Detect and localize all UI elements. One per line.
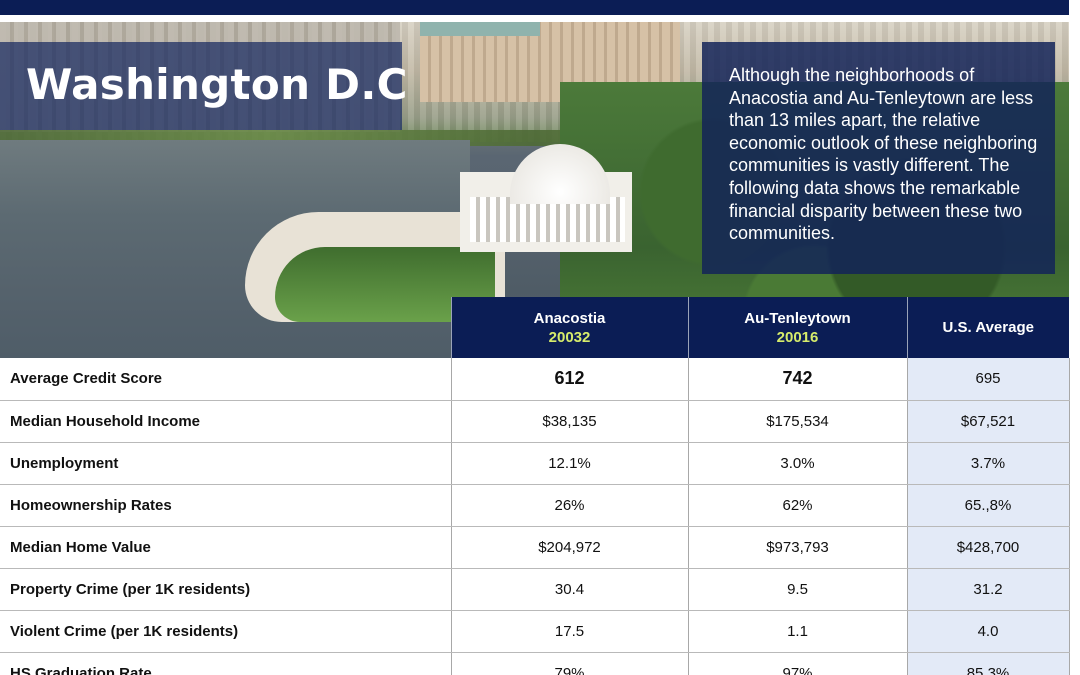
column-header-anacostia: Anacostia 20032 xyxy=(450,297,688,358)
table-header-row: Anacostia 20032 Au-Tenleytown 20016 U.S.… xyxy=(0,297,1069,358)
cell-us-average: 3.7% xyxy=(906,441,1070,485)
cell-us-average: $67,521 xyxy=(906,399,1070,443)
cell-anacostia: 12.1% xyxy=(450,441,688,485)
cell-anacostia: 612 xyxy=(450,358,688,401)
cell-anacostia: $204,972 xyxy=(450,525,688,569)
table-row: Property Crime (per 1K residents) 30.4 9… xyxy=(0,567,1070,611)
page-title: Washington D.C xyxy=(26,60,408,109)
cell-au-tenleytown: 62% xyxy=(687,483,907,527)
zip-code: 20016 xyxy=(776,328,819,346)
intro-overlay xyxy=(702,42,1055,274)
row-label: Median Household Income xyxy=(0,399,451,443)
table-row: Median Household Income $38,135 $175,534… xyxy=(0,399,1070,443)
row-label: Homeownership Rates xyxy=(0,483,451,527)
cell-us-average: 65.,8% xyxy=(906,483,1070,527)
row-label: Median Home Value xyxy=(0,525,451,569)
cell-us-average: 695 xyxy=(906,358,1070,401)
cell-au-tenleytown: 742 xyxy=(687,358,907,401)
cell-us-average: $428,700 xyxy=(906,525,1070,569)
cell-au-tenleytown: 1.1 xyxy=(687,609,907,653)
zip-code: 20032 xyxy=(548,328,591,346)
comparison-table: Anacostia 20032 Au-Tenleytown 20016 U.S.… xyxy=(0,297,1070,675)
cell-anacostia: 30.4 xyxy=(450,567,688,611)
table-row: Median Home Value $204,972 $973,793 $428… xyxy=(0,525,1070,569)
cell-au-tenleytown: 3.0% xyxy=(687,441,907,485)
row-label: Unemployment xyxy=(0,441,451,485)
cell-us-average: 31.2 xyxy=(906,567,1070,611)
cell-au-tenleytown: $973,793 xyxy=(687,525,907,569)
intro-paragraph: Although the neighborhoods of Anacostia … xyxy=(729,65,1038,244)
row-label: Violent Crime (per 1K residents) xyxy=(0,609,451,653)
column-name: Anacostia xyxy=(533,309,606,327)
column-header-au-tenleytown: Au-Tenleytown 20016 xyxy=(687,297,907,358)
cell-us-average: 85.3% xyxy=(906,651,1070,675)
cell-us-average: 4.0 xyxy=(906,609,1070,653)
photo-hotel-roof xyxy=(420,22,540,36)
table-row: HS Graduation Rate 79% 97% 85.3% xyxy=(0,651,1070,675)
table-row: Violent Crime (per 1K residents) 17.5 1.… xyxy=(0,609,1070,653)
cell-anacostia: 17.5 xyxy=(450,609,688,653)
row-label: HS Graduation Rate xyxy=(0,651,451,675)
row-label: Average Credit Score xyxy=(0,358,451,401)
cell-anacostia: 26% xyxy=(450,483,688,527)
cell-anacostia: $38,135 xyxy=(450,399,688,443)
row-label: Property Crime (per 1K residents) xyxy=(0,567,451,611)
cell-au-tenleytown: 97% xyxy=(687,651,907,675)
title-overlay xyxy=(0,42,402,130)
table-row: Homeownership Rates 26% 62% 65.,8% xyxy=(0,483,1070,527)
top-banner-bar xyxy=(0,0,1069,15)
cell-au-tenleytown: $175,534 xyxy=(687,399,907,443)
table-row: Average Credit Score 612 742 695 xyxy=(0,358,1070,401)
column-header-us-average: U.S. Average xyxy=(906,297,1069,358)
page-margin xyxy=(1069,0,1080,675)
cell-anacostia: 79% xyxy=(450,651,688,675)
cell-au-tenleytown: 9.5 xyxy=(687,567,907,611)
header-spacer xyxy=(0,297,451,358)
photo-memorial-columns xyxy=(470,197,625,242)
column-name: U.S. Average xyxy=(942,319,1034,336)
table-row: Unemployment 12.1% 3.0% 3.7% xyxy=(0,441,1070,485)
column-name: Au-Tenleytown xyxy=(744,309,851,327)
